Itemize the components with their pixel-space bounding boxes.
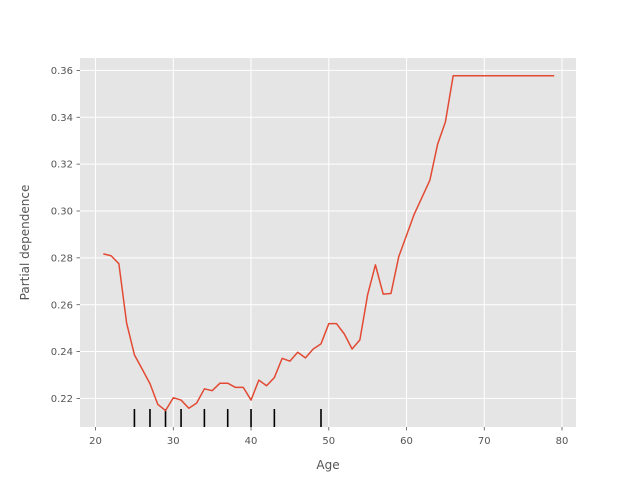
plot-area (80, 58, 576, 427)
x-tick-label: 60 (400, 436, 413, 447)
y-tick-label: 0.28 (51, 253, 73, 264)
y-axis-ticks: 0.22 0.24 0.26 0.28 0.30 0.32 0.34 0.36 (51, 66, 80, 405)
y-tick-label: 0.30 (51, 207, 73, 218)
y-gridlines (80, 69, 576, 399)
y-tick-label: 0.34 (51, 113, 73, 124)
x-gridlines (95, 58, 563, 427)
y-tick-label: 0.24 (51, 347, 73, 358)
y-tick-label: 0.26 (51, 300, 73, 311)
y-tick-label: 0.22 (51, 394, 73, 405)
x-axis-label: Age (316, 458, 339, 472)
y-axis-label: Partial dependence (18, 185, 32, 301)
x-tick-label: 80 (556, 436, 569, 447)
x-tick-label: 20 (89, 436, 102, 447)
pd-line (103, 75, 555, 412)
x-tick-label: 70 (478, 436, 491, 447)
x-axis-ticks: 20 30 40 50 60 70 80 (89, 427, 568, 447)
y-tick-label: 0.32 (51, 160, 73, 171)
x-tick-label: 50 (322, 436, 335, 447)
decile-rug (133, 409, 322, 427)
y-tick-label: 0.36 (51, 66, 73, 77)
x-tick-label: 40 (245, 436, 258, 447)
x-tick-label: 30 (167, 436, 180, 447)
